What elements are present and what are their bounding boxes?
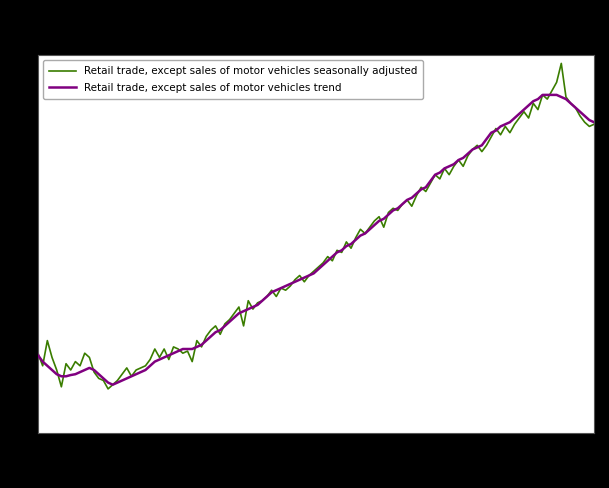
Legend: Retail trade, except sales of motor vehicles seasonally adjusted, Retail trade, : Retail trade, except sales of motor vehi… [43, 60, 423, 99]
Retail trade, except sales of motor vehicles trend [590, 119, 597, 125]
Retail trade, except sales of motor vehicles trend [581, 113, 588, 119]
Line: Retail trade, except sales of motor vehicles seasonally adjusted: Retail trade, except sales of motor vehi… [38, 63, 594, 389]
Retail trade, except sales of motor vehicles seasonally adjusted [34, 350, 41, 356]
Retail trade, except sales of motor vehicles seasonally adjusted [104, 386, 111, 392]
Retail trade, except sales of motor vehicles trend [347, 241, 354, 247]
Retail trade, except sales of motor vehicles seasonally adjusted [558, 61, 565, 66]
Retail trade, except sales of motor vehicles seasonally adjusted [422, 188, 429, 194]
Retail trade, except sales of motor vehicles trend [478, 142, 485, 148]
Retail trade, except sales of motor vehicles trend [539, 92, 546, 98]
Retail trade, except sales of motor vehicles seasonally adjusted [347, 245, 354, 251]
Retail trade, except sales of motor vehicles trend [34, 352, 41, 358]
Retail trade, except sales of motor vehicles trend [156, 357, 163, 363]
Retail trade, except sales of motor vehicles trend [422, 184, 429, 190]
Retail trade, except sales of motor vehicles seasonally adjusted [590, 122, 597, 127]
Line: Retail trade, except sales of motor vehicles trend: Retail trade, except sales of motor vehi… [38, 95, 594, 385]
Retail trade, except sales of motor vehicles seasonally adjusted [478, 149, 485, 155]
Retail trade, except sales of motor vehicles trend [109, 382, 116, 387]
Retail trade, except sales of motor vehicles seasonally adjusted [189, 359, 196, 365]
Retail trade, except sales of motor vehicles trend [189, 346, 196, 352]
Retail trade, except sales of motor vehicles seasonally adjusted [581, 119, 588, 125]
Retail trade, except sales of motor vehicles seasonally adjusted [156, 354, 163, 360]
